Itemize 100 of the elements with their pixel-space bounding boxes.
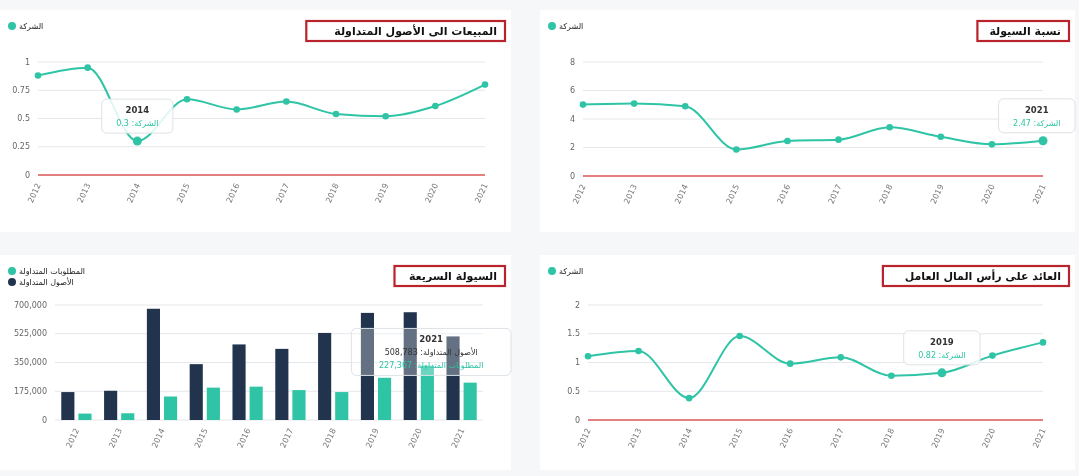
point [733, 146, 740, 153]
point [989, 352, 996, 359]
y-tick-label: 525,000 [13, 329, 47, 339]
point [786, 360, 794, 367]
x-tick-label: 2014 [125, 182, 143, 205]
point [1039, 339, 1047, 346]
bar [275, 348, 289, 420]
y-tick-label: 4 [569, 114, 575, 124]
legend-label: الشركة [559, 21, 584, 31]
bar [335, 392, 349, 420]
y-tick-label: 8 [569, 57, 575, 67]
x-tick-label: 2021 [1031, 183, 1048, 206]
bar [104, 390, 118, 420]
y-tick-label: 175,000 [13, 386, 47, 396]
bar [318, 332, 332, 420]
x-tick-label: 2020 [980, 427, 998, 450]
point [835, 136, 842, 143]
y-tick-label: 1 [24, 57, 30, 67]
chart-title: السيولة السريعة [408, 270, 497, 283]
y-tick-label: 6 [569, 86, 575, 96]
x-tick-label: 2014 [673, 183, 691, 206]
x-tick-label: 2015 [724, 183, 742, 206]
point [685, 394, 693, 402]
x-tick-label: 2015 [175, 182, 192, 205]
x-tick-label: 2019 [929, 427, 947, 450]
x-tick-label: 2015 [727, 427, 745, 450]
bar [146, 308, 160, 420]
point [937, 133, 945, 141]
x-tick-label: 2014 [677, 427, 694, 450]
bar [292, 390, 306, 420]
y-tick-label: 0.25 [12, 142, 30, 152]
x-tick-label: 2012 [571, 183, 588, 206]
y-tick-label: 1.5 [567, 329, 580, 339]
point [630, 100, 638, 107]
point [432, 102, 439, 110]
y-tick-label: 1 [574, 358, 580, 368]
bar [164, 396, 178, 420]
point [84, 64, 91, 71]
point [382, 112, 389, 120]
y-tick-label: 700,000 [13, 300, 47, 310]
point [183, 95, 191, 103]
y-tick-label: 2 [569, 143, 575, 153]
x-tick-label: 2020 [423, 182, 441, 205]
point [635, 347, 642, 355]
bar [61, 392, 75, 420]
x-tick-label: 2017 [278, 427, 296, 450]
point [888, 372, 895, 380]
x-tick-label: 2021 [1031, 427, 1048, 450]
y-tick-label: 2 [574, 300, 580, 310]
x-tick-label: 2021 [449, 427, 467, 450]
x-tick-label: 2020 [979, 183, 997, 206]
y-tick-label: 0.75 [12, 85, 30, 95]
x-tick-label: 2018 [877, 183, 895, 206]
x-tick-label: 2013 [622, 183, 639, 206]
y-tick-label: 0.5 [567, 386, 580, 396]
x-tick-label: 2018 [324, 182, 341, 205]
y-tick-label: 350,000 [13, 358, 47, 368]
legend-label: الأصول المتداولة [19, 276, 74, 287]
legend-label: الشركة [559, 266, 584, 276]
x-tick-label: 2017 [828, 427, 846, 450]
x-tick-label: 2012 [26, 182, 43, 205]
bar [360, 312, 374, 420]
bar [78, 413, 92, 420]
point [886, 123, 893, 131]
x-tick-label: 2015 [192, 427, 210, 450]
x-tick-label: 2013 [75, 182, 93, 205]
point [736, 332, 743, 340]
x-tick-label: 2018 [879, 427, 897, 450]
legend-label: الشركة [19, 21, 44, 31]
point [988, 141, 996, 148]
bar [232, 344, 246, 420]
x-tick-label: 2018 [321, 427, 339, 450]
x-tick-label: 2021 [473, 182, 490, 205]
y-tick-label: 0 [41, 415, 47, 425]
bar [206, 387, 220, 420]
bar [121, 413, 135, 420]
x-tick-label: 2014 [150, 427, 167, 450]
point [681, 103, 689, 110]
point [34, 72, 42, 79]
y-tick-label: 0 [24, 170, 30, 180]
point [481, 81, 489, 88]
x-tick-label: 2017 [826, 183, 844, 206]
point [584, 352, 592, 360]
x-tick-label: 2016 [224, 182, 242, 205]
point [784, 137, 791, 145]
x-tick-label: 2016 [775, 183, 793, 206]
chart-title: نسبة السيولة [989, 25, 1061, 38]
point [233, 106, 240, 113]
bar [463, 382, 477, 420]
x-tick-label: 2013 [107, 427, 125, 450]
x-tick-label: 2017 [274, 182, 292, 205]
legend-label: المطلوبات المتداولة [19, 266, 86, 276]
bar [249, 386, 263, 420]
bar [189, 364, 203, 420]
point [332, 110, 340, 118]
x-tick-label: 2020 [406, 427, 424, 450]
y-tick-label: 0 [574, 415, 580, 425]
x-tick-label: 2012 [64, 427, 82, 450]
x-tick-label: 2012 [576, 427, 593, 450]
chart-title: العائد على رأس المال العامل [904, 269, 1061, 283]
